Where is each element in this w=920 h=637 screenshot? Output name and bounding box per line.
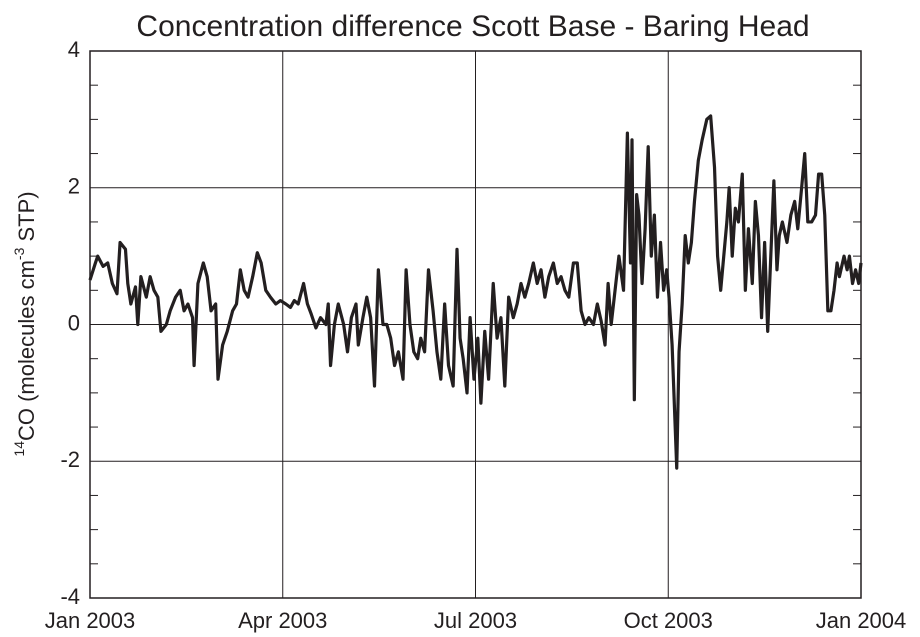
x-tick-label: Jan 2004 <box>816 608 907 633</box>
y-tick-label: 0 <box>68 310 80 335</box>
y-label-sup: 14 <box>11 441 27 457</box>
y-tick-label: 4 <box>68 37 80 62</box>
y-label-sup: -3 <box>11 247 27 260</box>
plot-frame <box>89 50 862 599</box>
y-label-part: STP) <box>14 191 39 247</box>
y-label-part: CO (molecules cm <box>14 260 39 441</box>
x-tick-label: Jan 2003 <box>45 608 136 633</box>
data-line <box>88 114 863 470</box>
y-axis-label: 14CO (molecules cm-3 STP) <box>11 191 39 456</box>
x-tick-label: Apr 2003 <box>238 608 327 633</box>
y-tick-label: 2 <box>68 174 80 199</box>
x-tick-label: Jul 2003 <box>434 608 517 633</box>
chart-title: Concentration difference Scott Base - Ba… <box>136 10 809 43</box>
y-tick-label: -2 <box>60 447 80 472</box>
y-tick-label: -4 <box>60 584 80 609</box>
x-tick-label: Oct 2003 <box>624 608 713 633</box>
